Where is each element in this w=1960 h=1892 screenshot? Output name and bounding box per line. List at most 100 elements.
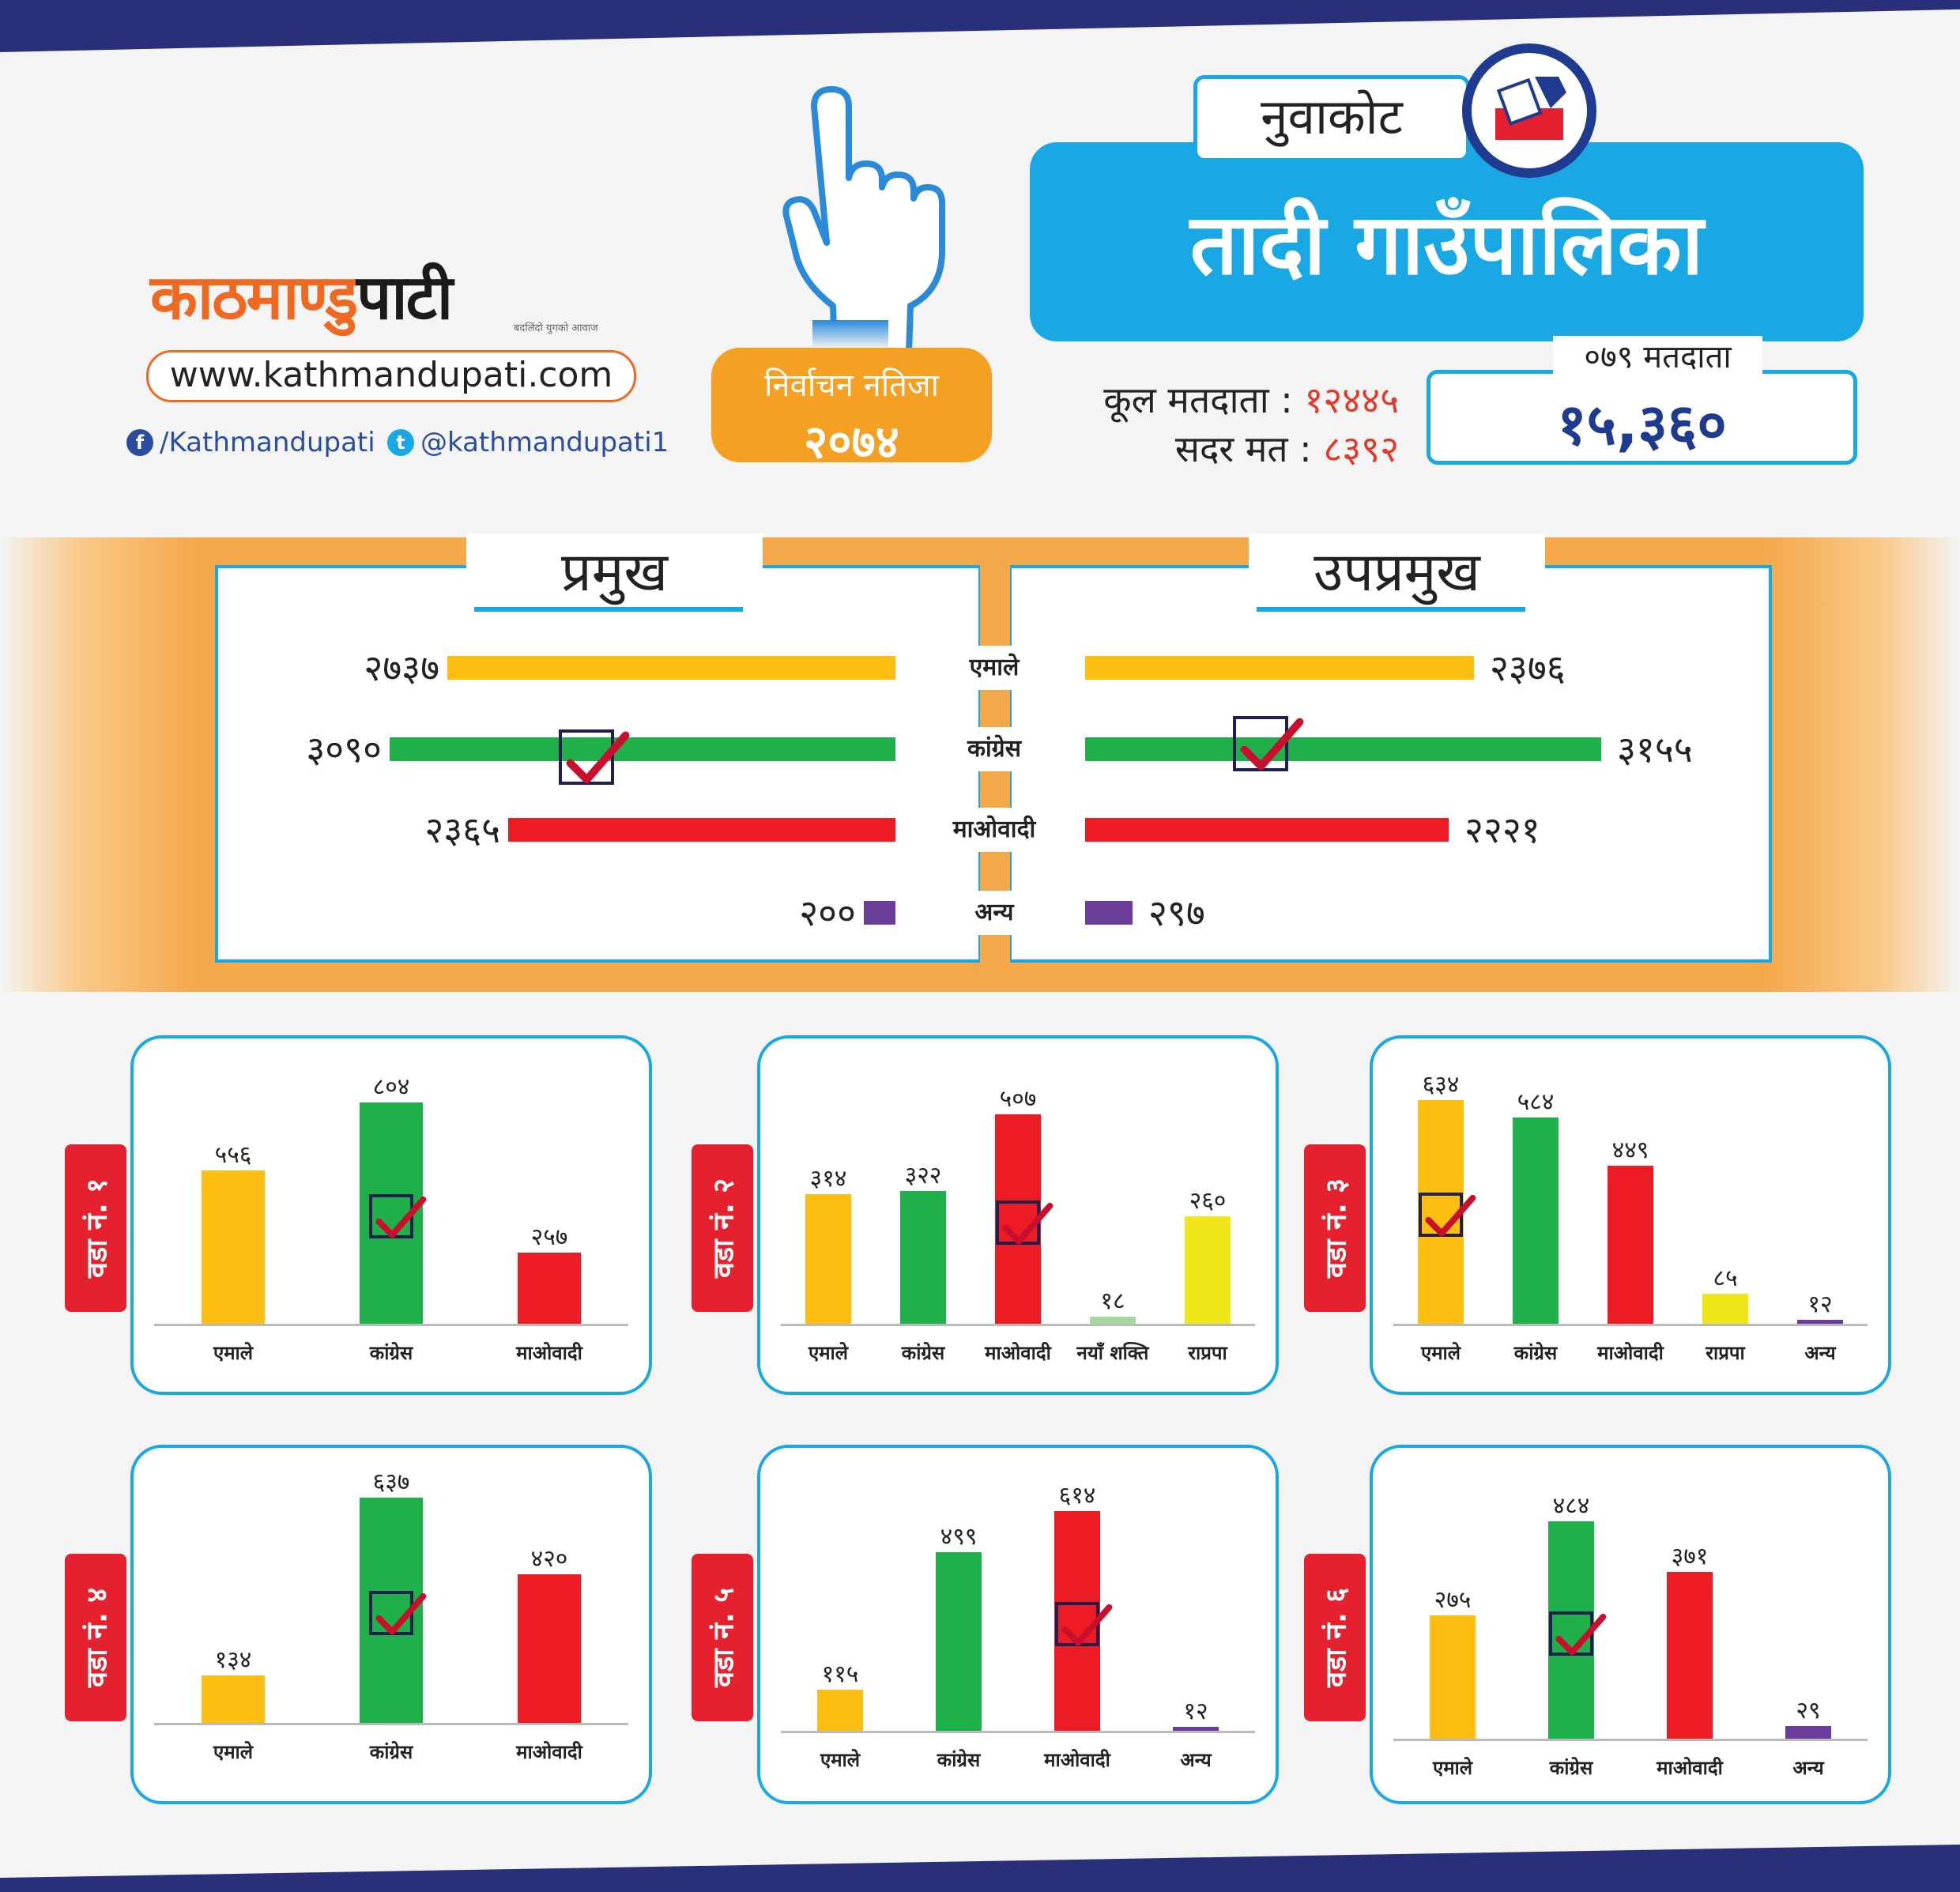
ward-bar-value: १३४ [214,1646,252,1674]
pramukh-bar [447,656,895,680]
pramukh-value: २७३७ [364,646,439,689]
ward-category-label: माओवादी [1597,1342,1664,1364]
ward-category-label: एमाले [1420,1342,1461,1364]
ward-tag: वडा नं. ४ [65,1554,126,1721]
ward-baseline [1393,1739,1868,1741]
upapramukh-bar [1085,901,1133,925]
voter-stats: कूल मतदाता : १२४४५ सदर मत : ८३९२ [1020,375,1399,473]
ward-bar [1185,1216,1231,1324]
upapramukh-underline [1257,607,1525,612]
ward-category-label: कांग्रेस [1513,1342,1558,1364]
upapramukh-winner-check-icon [1233,716,1304,771]
ward-title: वडा नं. ५ [707,1587,741,1688]
ward-bar-value: २९ [1796,1697,1821,1724]
ward-tag: वडा नं. ५ [692,1554,753,1721]
party-label: माओवादी [935,808,1054,852]
ward-bar [1797,1320,1843,1324]
ward-title: वडा नं. ४ [81,1587,114,1688]
ward-category-label: कांग्रेस [901,1342,945,1364]
upapramukh-heading: उपप्रमुख [1249,533,1545,612]
pramukh-value: २३६५ [424,808,500,851]
ward-category-label: एमाले [213,1741,254,1763]
ward-category-label: कांग्रेस [369,1342,413,1364]
ward-category-label: एमाले [820,1749,861,1771]
ward-bar-value: ४२० [530,1545,568,1573]
ward-winner-check-icon [996,1200,1054,1245]
ward-tag: वडा नं. १ [65,1144,126,1312]
total-voters-value: १२४४५ [1304,379,1399,421]
ward-bar [995,1114,1041,1324]
ward-tag: वडा नं. ३ [1304,1144,1366,1312]
ward-category-label: माओवादी [985,1342,1051,1364]
ward-bar-value: ४४९ [1611,1136,1649,1164]
pramukh-value: ३०९० [306,728,382,771]
ward-category-label: अन्य [1804,1342,1836,1364]
voting-finger-icon [782,86,945,352]
facebook-link[interactable]: f /Kathmandupati [126,427,375,458]
pramukh-value: २०० [799,891,856,934]
ward-bar-value: ४८४ [1552,1492,1590,1520]
ward-bar-value: ५८४ [1517,1088,1555,1116]
upapramukh-value: ३१५५ [1617,728,1693,771]
party-label: एमाले [935,646,1054,690]
ward-bar-value: ५०७ [999,1085,1037,1113]
ward-bar [1608,1166,1653,1324]
upapramukh-value: २३७६ [1490,646,1566,689]
ward-winner-check-icon [1549,1611,1607,1656]
twitter-icon: t [387,429,414,456]
voters-079-value: १५,३६० [1427,370,1857,465]
ward-title: वडा नं. १ [81,1178,114,1279]
ward-card [757,1445,1279,1804]
ward-title: वडा नं. ३ [1320,1178,1353,1279]
ward-bar [1430,1615,1476,1739]
twitter-handle: @kathmandupati1 [420,427,669,458]
ward-category-label: अन्य [1792,1757,1824,1779]
upapramukh-bar [1085,656,1474,680]
ward-bar-value: ६३४ [1422,1071,1460,1099]
ward-winner-check-icon [369,1591,427,1635]
ward-bar-value: १२ [1807,1291,1833,1318]
pramukh-bar [390,737,895,761]
ward-bar [1702,1294,1748,1324]
facebook-handle: /Kathmandupati [160,427,375,458]
valid-votes-label: सदर मत : [1174,428,1312,470]
ward-bar-value: ३७१ [1671,1543,1709,1570]
party-label: अन्य [935,891,1054,935]
ward-category-label: माओवादी [516,1741,582,1763]
ward-bar [202,1170,265,1324]
twitter-link[interactable]: t @kathmandupati1 [387,427,669,458]
ward-bar [1548,1521,1594,1739]
ward-bar [518,1253,581,1324]
ward-bar [1173,1727,1219,1731]
website-link[interactable]: www.kathmandupati.com [146,350,636,402]
ward-baseline [154,1324,628,1326]
ward-category-label: कांग्रेस [937,1749,981,1771]
pramukh-heading: प्रमुख [466,533,763,612]
logo-text-part2: पाटी [356,262,453,334]
ward-bar [1667,1572,1713,1739]
election-result-badge: निर्वाचन नतिजा २०७४ [711,348,992,469]
ward-category-label: कांग्रेस [1549,1757,1593,1779]
upapramukh-bar [1085,818,1449,842]
voters-079-label: ०७९ मतदाता [1553,336,1762,379]
ward-baseline [781,1731,1255,1733]
party-label: कांग्रेस [935,727,1054,771]
valid-votes-value: ८३९२ [1323,428,1399,470]
ward-baseline [154,1723,628,1725]
ward-category-label: नयाँ शक्ति [1076,1342,1149,1364]
facebook-icon: f [126,429,153,456]
logo-text-part1: काठमाण्डु [150,262,358,334]
municipality-banner: तादी गाउँपालिका [1030,142,1864,341]
ward-baseline [1393,1324,1868,1326]
ward-category-label: कांग्रेस [369,1741,413,1763]
ballot-box-icon [1462,43,1596,178]
ward-category-label: राप्रपा [1188,1342,1227,1364]
ward-bar [518,1574,581,1723]
ward-bar-value: ८५ [1713,1264,1738,1292]
ward-bar-value: ८०४ [372,1073,410,1101]
ward-bar-value: १२ [1183,1698,1208,1725]
brand-tagline: बदलिंदो युगको आवाज [514,322,598,334]
ward-bar-value: ६३७ [372,1468,410,1496]
ward-bar [1090,1317,1136,1324]
ward-bar [817,1690,863,1731]
